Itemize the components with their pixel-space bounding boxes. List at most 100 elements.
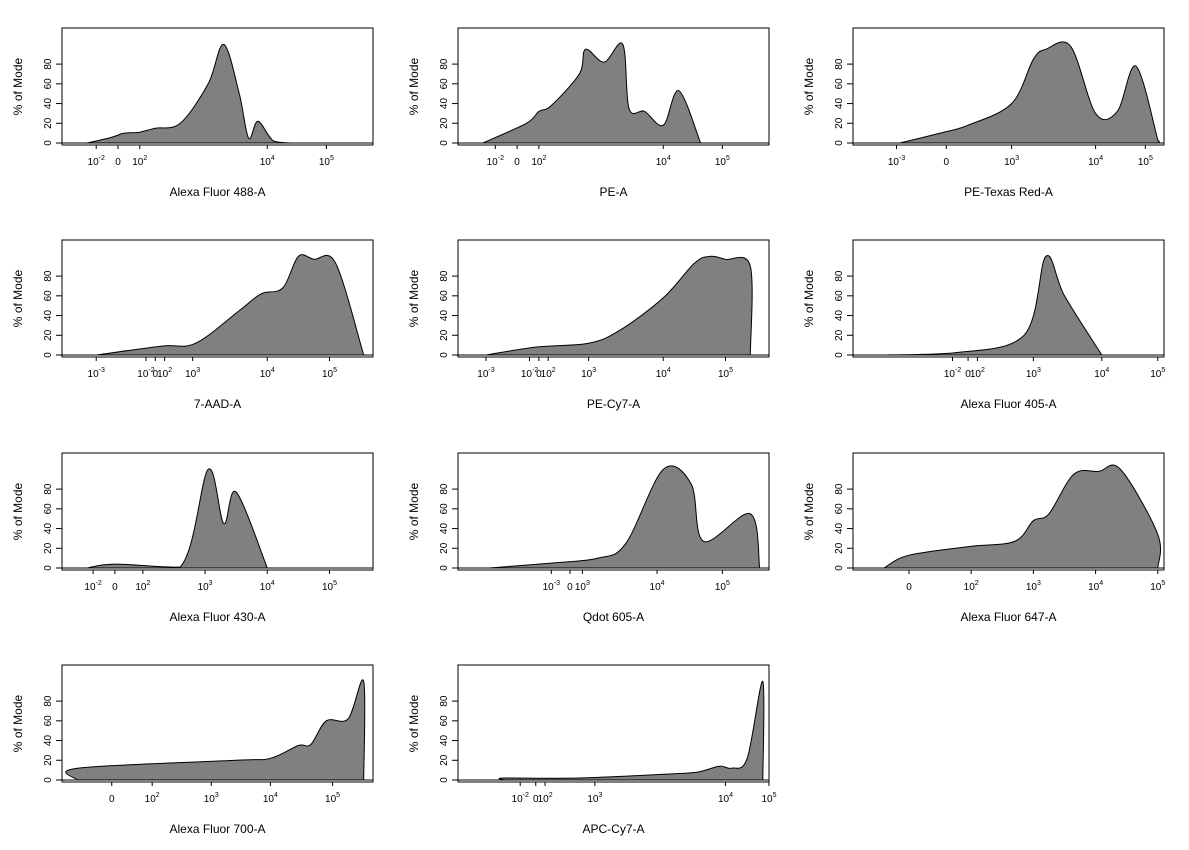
- x-tick-exponent: -2: [148, 367, 154, 374]
- histogram-area: [90, 254, 367, 356]
- x-tick-exponent: 2: [549, 792, 553, 799]
- x-tick-exponent: 3: [592, 367, 596, 374]
- histogram-area: [65, 679, 366, 781]
- y-tick-label: 60: [43, 78, 54, 90]
- y-tick-label: 40: [834, 310, 845, 322]
- x-tick-exponent: 4: [1105, 367, 1109, 374]
- x-tick-label: 105: [322, 580, 337, 593]
- y-tick-label: 80: [439, 695, 450, 707]
- x-tick-label: 102: [157, 367, 172, 380]
- x-axis-label: Alexa Fluor 647-A: [960, 610, 1056, 624]
- x-tick-label: 103: [587, 792, 602, 805]
- x-tick-exponent: 3: [1037, 580, 1041, 587]
- histogram-area: [481, 255, 753, 356]
- x-tick-label: 104: [650, 580, 665, 593]
- y-tick-label: 40: [439, 735, 450, 747]
- y-tick-label: 40: [439, 310, 450, 322]
- x-tick-exponent: 4: [271, 367, 275, 374]
- y-tick-label: 60: [439, 290, 450, 302]
- y-tick-label: 40: [439, 98, 450, 110]
- x-tick-label: 104: [260, 580, 275, 593]
- y-tick-label: 0: [43, 140, 54, 146]
- y-tick-label: 20: [834, 542, 845, 554]
- histogram-area: [881, 464, 1162, 569]
- x-tick-label: 10-2: [84, 580, 101, 593]
- x-tick-exponent: -3: [554, 580, 560, 587]
- x-tick-label: 0: [112, 582, 118, 593]
- x-tick-exponent: 3: [1037, 367, 1041, 374]
- y-tick-label: 60: [43, 715, 54, 727]
- x-tick-label: 104: [1094, 367, 1109, 380]
- histogram-area: [84, 43, 313, 144]
- x-tick-label: 102: [132, 155, 147, 168]
- y-tick-label: 60: [834, 290, 845, 302]
- y-tick-label: 0: [43, 565, 54, 571]
- x-axis-label: Alexa Fluor 700-A: [169, 822, 265, 836]
- histogram-panel-2: 0 20 40 60 80 % of Mode 10-2 0 102 104 105 PE-A: [407, 27, 770, 199]
- y-tick-label: 0: [43, 352, 54, 358]
- y-tick-label: 40: [43, 98, 54, 110]
- histogram-panel-9: 0 20 40 60 80 % of Mode 0 102 103 104 105 Alexa Flu…: [802, 452, 1165, 624]
- histogram-panel-10: 0 20 40 60 80 % of Mode 0 102 103 104 105 Alexa Flu…: [11, 664, 374, 836]
- y-axis-label: % of Mode: [11, 482, 25, 540]
- x-axis-label: Alexa Fluor 488-A: [169, 185, 265, 199]
- x-tick-exponent: 2: [552, 367, 556, 374]
- histogram-area: [878, 255, 1106, 356]
- y-tick-label: 20: [834, 117, 845, 129]
- y-tick-label: 40: [834, 98, 845, 110]
- y-tick-label: 20: [439, 329, 450, 341]
- y-tick-label: 0: [834, 565, 845, 571]
- x-tick-label: 105: [1150, 580, 1165, 593]
- y-tick-label: 60: [43, 503, 54, 515]
- x-tick-exponent: -2: [99, 155, 105, 162]
- x-tick-exponent: 4: [271, 155, 275, 162]
- x-tick-label: 104: [718, 792, 733, 805]
- y-tick-label: 20: [439, 754, 450, 766]
- x-tick-label: 105: [1138, 155, 1153, 168]
- x-axis-label: PE-Texas Red-A: [964, 185, 1053, 199]
- x-tick-label: 10-3: [88, 367, 105, 380]
- x-tick-label: 103: [581, 367, 596, 380]
- x-tick-label: 105: [1150, 367, 1165, 380]
- x-tick-label: 104: [1088, 155, 1103, 168]
- x-axis-label: 7-AAD-A: [194, 397, 241, 411]
- y-tick-label: 80: [439, 270, 450, 282]
- y-tick-label: 20: [43, 542, 54, 554]
- plot-frame: [852, 239, 1165, 358]
- x-tick-label: 105: [322, 367, 337, 380]
- x-tick-label: 102: [531, 155, 546, 168]
- x-tick-label: 104: [263, 792, 278, 805]
- y-axis-label: % of Mode: [11, 269, 25, 327]
- x-tick-label: 104: [260, 155, 275, 168]
- x-tick-exponent: 4: [729, 792, 733, 799]
- y-tick-label: 40: [834, 523, 845, 535]
- x-tick-exponent: -3: [488, 367, 494, 374]
- x-tick-exponent: 5: [1149, 155, 1153, 162]
- y-tick-label: 80: [439, 58, 450, 70]
- x-tick-exponent: 2: [143, 155, 147, 162]
- x-tick-label: 0: [906, 582, 912, 593]
- y-tick-label: 80: [43, 58, 54, 70]
- histogram-panel-1: 0 20 40 60 80 % of Mode 10-2 0 102 104 105 Alexa Fl…: [11, 27, 374, 199]
- y-tick-label: 20: [43, 754, 54, 766]
- y-tick-label: 20: [439, 542, 450, 554]
- x-tick-exponent: 2: [156, 792, 160, 799]
- x-tick-exponent: 2: [975, 580, 979, 587]
- x-tick-label: 0: [533, 794, 539, 805]
- x-tick-exponent: 5: [336, 792, 340, 799]
- histogram-panel-3: 0 20 40 60 80 % of Mode 10-3 0 103 104 105 PE-Texas…: [802, 27, 1165, 199]
- y-axis-label: % of Mode: [11, 57, 25, 115]
- x-tick-label: 0: [109, 794, 115, 805]
- y-tick-label: 0: [439, 777, 450, 783]
- y-tick-label: 0: [834, 140, 845, 146]
- y-tick-label: 20: [43, 117, 54, 129]
- y-tick-label: 40: [43, 735, 54, 747]
- x-tick-label: 10-2: [487, 155, 504, 168]
- x-axis-label: Alexa Fluor 430-A: [169, 610, 265, 624]
- x-tick-exponent: 4: [661, 580, 665, 587]
- x-tick-label: 105: [718, 367, 733, 380]
- x-tick-exponent: 2: [146, 580, 150, 587]
